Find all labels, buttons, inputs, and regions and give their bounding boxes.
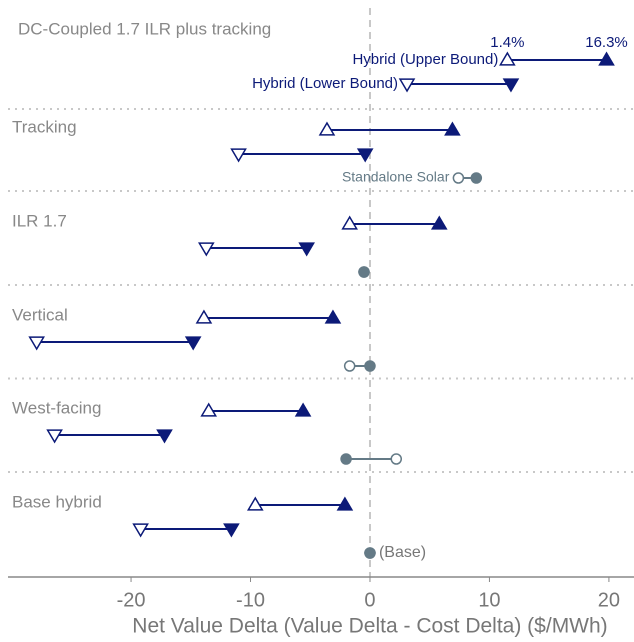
point — [364, 547, 376, 559]
point — [200, 402, 218, 417]
point-label: 16.3% — [585, 34, 628, 51]
series-label: Hybrid (Lower Bound) — [252, 75, 398, 92]
point — [598, 51, 615, 66]
group-label: DC-Coupled 1.7 ILR plus tracking — [18, 19, 271, 38]
group-label: Base hybrid — [12, 492, 102, 511]
point — [294, 402, 312, 417]
point — [318, 121, 336, 136]
point — [195, 309, 213, 324]
x-axis-label: Net Value Delta (Value Delta - Cost Delt… — [132, 615, 607, 638]
point-label: 1.4% — [490, 34, 524, 51]
point — [502, 78, 520, 93]
point — [390, 453, 403, 465]
series-label: Standalone Solar — [342, 169, 450, 185]
x-tick-label: 0 — [364, 589, 375, 611]
point — [156, 429, 173, 444]
point — [46, 429, 63, 444]
point — [246, 496, 264, 511]
point — [184, 336, 202, 351]
x-tick-label: 10 — [478, 589, 500, 611]
point — [28, 336, 45, 351]
point — [230, 148, 247, 163]
point — [341, 215, 358, 230]
point — [132, 523, 149, 538]
point — [364, 360, 376, 372]
group-label: ILR 1.7 — [12, 211, 67, 230]
point — [398, 78, 416, 93]
group-label: Tracking — [12, 117, 77, 136]
point — [444, 121, 461, 136]
series-label: Hybrid (Upper Bound) — [352, 51, 498, 68]
point — [358, 266, 370, 278]
point — [430, 215, 448, 230]
point — [340, 453, 352, 465]
point — [198, 242, 215, 257]
point — [336, 496, 354, 511]
point-label: (Base) — [379, 544, 426, 561]
point — [343, 360, 356, 372]
x-tick-label: -20 — [117, 589, 146, 611]
x-tick-label: -10 — [236, 589, 265, 611]
point — [470, 172, 483, 184]
point — [356, 148, 374, 163]
group-label: West-facing — [12, 398, 101, 417]
point — [499, 51, 516, 66]
point — [324, 309, 342, 324]
point — [452, 172, 465, 184]
point — [223, 523, 240, 538]
group-label: Vertical — [12, 305, 68, 324]
x-tick-label: 20 — [598, 589, 620, 611]
point — [298, 242, 315, 257]
